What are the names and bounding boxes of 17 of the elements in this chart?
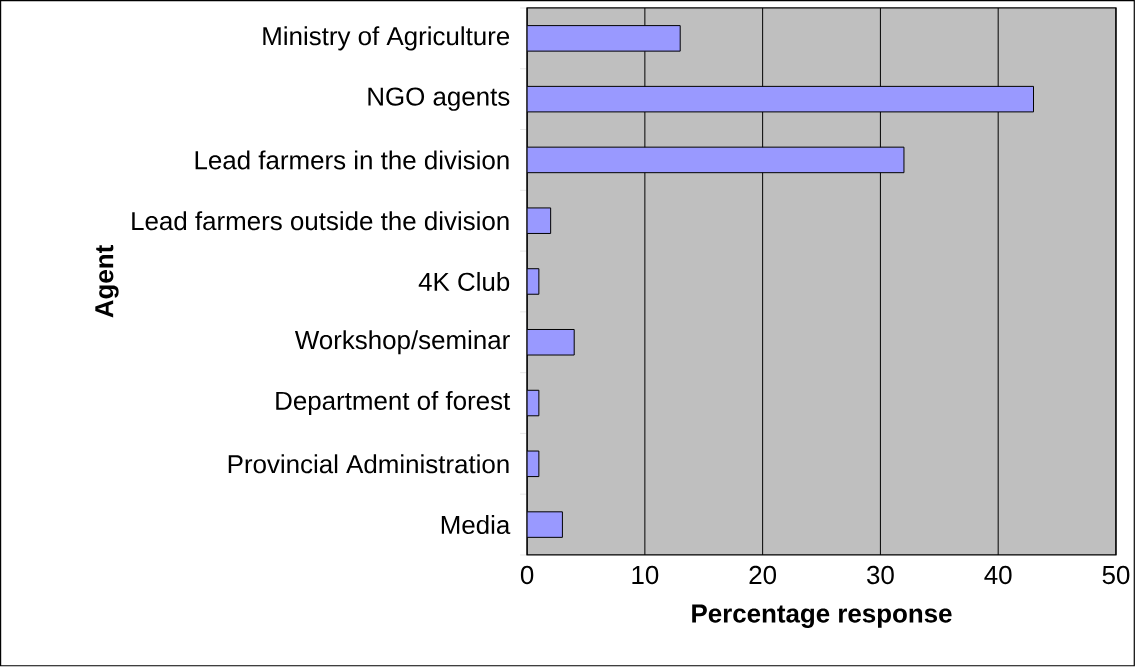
y-tick-label: Media xyxy=(441,515,511,535)
y-tick-label: Provincial Administration xyxy=(228,454,509,474)
y-tick-label: 4K Club xyxy=(418,272,510,292)
y-tick-label: Department of forest xyxy=(276,391,511,416)
y-tick-label: Lead farmers in the division xyxy=(195,150,509,170)
x-tick-label: 20 xyxy=(749,566,777,585)
x-tick-label: 30 xyxy=(866,566,894,585)
y-tick-label: Lead farmers outside the division xyxy=(132,211,509,231)
y-tick-label: Workshop/seminar xyxy=(294,330,510,355)
y-axis-title: Agent xyxy=(95,245,119,318)
x-tick-label: 40 xyxy=(984,566,1012,585)
x-tick-label: 0 xyxy=(520,566,534,585)
y-tick-label: NGO agents xyxy=(368,87,510,112)
x-tick-label: 50 xyxy=(1102,566,1130,585)
x-tick-label: 10 xyxy=(632,566,659,585)
y-tick-label: Ministry of Agriculture xyxy=(263,26,510,51)
x-axis-title: Percentage response xyxy=(692,604,952,629)
